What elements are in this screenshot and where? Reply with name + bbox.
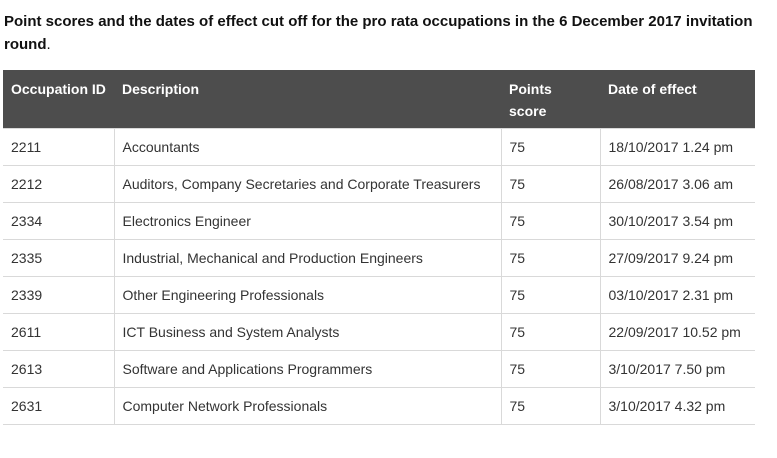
cell-date-of-effect: 18/10/2017 1.24 pm [599, 128, 755, 166]
cell-occupation-id: 2613 [3, 350, 115, 388]
cell-date-of-effect: 27/09/2017 9.24 pm [599, 239, 755, 277]
cell-description: Computer Network Professionals [113, 387, 502, 425]
table-row: 2211 Accountants 75 18/10/2017 1.24 pm [3, 128, 755, 166]
table-header: Occupation ID Description Points score D… [3, 70, 755, 129]
cell-date-of-effect: 3/10/2017 7.50 pm [599, 350, 755, 388]
cell-date-of-effect: 30/10/2017 3.54 pm [599, 202, 755, 240]
table-row: 2613 Software and Applications Programme… [3, 350, 755, 388]
cell-points-score: 75 [500, 350, 601, 388]
table-row: 2334 Electronics Engineer 75 30/10/2017 … [3, 202, 755, 240]
cell-date-of-effect: 03/10/2017 2.31 pm [599, 276, 755, 314]
header-occupation-id: Occupation ID [11, 81, 106, 97]
cell-description: Software and Applications Programmers [113, 350, 502, 388]
table-row: 2212 Auditors, Company Secretaries and C… [3, 165, 755, 203]
table-row: 2339 Other Engineering Professionals 75 … [3, 276, 755, 314]
cell-occupation-id: 2339 [3, 276, 115, 314]
cell-description: Industrial, Mechanical and Production En… [113, 239, 502, 277]
cell-description: ICT Business and System Analysts [113, 313, 502, 351]
cell-occupation-id: 2631 [3, 387, 115, 425]
cell-points-score: 75 [500, 276, 601, 314]
table-body: 2211 Accountants 75 18/10/2017 1.24 pm 2… [3, 128, 755, 425]
cell-occupation-id: 2334 [3, 202, 115, 240]
header-description: Description [122, 81, 200, 97]
cell-points-score: 75 [500, 202, 601, 240]
cell-points-score: 75 [500, 165, 601, 203]
pro-rata-occupations-table: Occupation ID Description Points score D… [3, 70, 755, 425]
table-row: 2631 Computer Network Professionals 75 3… [3, 387, 755, 425]
table-row: 2611 ICT Business and System Analysts 75… [3, 313, 755, 351]
table-row: 2335 Industrial, Mechanical and Producti… [3, 239, 755, 277]
cell-points-score: 75 [500, 128, 601, 166]
cell-occupation-id: 2212 [3, 165, 115, 203]
cell-date-of-effect: 26/08/2017 3.06 am [599, 165, 755, 203]
cell-points-score: 75 [500, 313, 601, 351]
caption-period: . [46, 36, 51, 53]
caption-text: Point scores and the dates of effect cut… [4, 13, 753, 53]
cell-points-score: 75 [500, 239, 601, 277]
cell-points-score: 75 [500, 387, 601, 425]
cell-description: Auditors, Company Secretaries and Corpor… [113, 165, 502, 203]
cell-occupation-id: 2335 [3, 239, 115, 277]
cell-occupation-id: 2611 [3, 313, 115, 351]
cell-description: Electronics Engineer [113, 202, 502, 240]
table-caption: Point scores and the dates of effect cut… [4, 10, 764, 56]
cell-description: Accountants [113, 128, 502, 166]
cell-occupation-id: 2211 [3, 128, 115, 166]
header-row: Occupation ID Description Points score D… [3, 70, 755, 129]
cell-date-of-effect: 3/10/2017 4.32 pm [599, 387, 755, 425]
cell-description: Other Engineering Professionals [113, 276, 502, 314]
header-points-score: Points score [509, 81, 552, 119]
cell-date-of-effect: 22/09/2017 10.52 pm [599, 313, 755, 351]
header-date-of-effect: Date of effect [608, 81, 697, 97]
